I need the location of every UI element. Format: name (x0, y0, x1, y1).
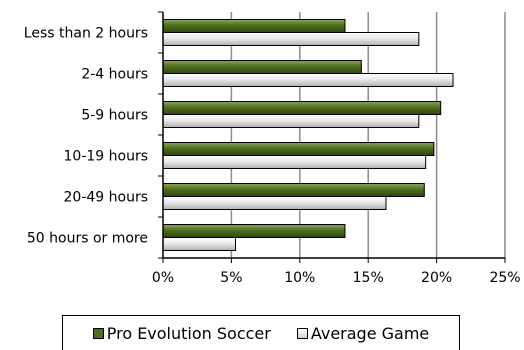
legend-swatch-average (296, 327, 308, 339)
bar-chart: 0% 5% 10% 15% 20% 25% Less than 2 hours 2-4 hou… (24, 11, 521, 286)
legend-item-average: Average Game (296, 323, 430, 343)
bar (162, 32, 420, 46)
x-tick-label: 10% (284, 270, 315, 286)
bar (162, 224, 346, 238)
bar (162, 155, 427, 169)
category-label: 50 hours or more (27, 231, 148, 247)
bar (162, 114, 420, 128)
category-label: 2-4 hours (81, 67, 148, 83)
legend-label-average: Average Game (310, 323, 430, 343)
bar (162, 73, 454, 87)
x-tick-label: 0% (152, 270, 174, 286)
x-tick-label: 15% (353, 270, 384, 286)
bar (162, 19, 346, 33)
bar (162, 60, 362, 74)
legend-item-pes: Pro Evolution Soccer (92, 323, 271, 343)
bar (162, 196, 387, 210)
bar (162, 237, 237, 251)
x-tick-label: 20% (421, 270, 452, 286)
bar (162, 183, 425, 197)
bar (162, 142, 435, 156)
legend-label-pes: Pro Evolution Soccer (106, 323, 271, 343)
category-label: 20-49 hours (64, 190, 149, 206)
legend-swatch-pes (92, 327, 104, 339)
x-tick-label: 25% (489, 270, 520, 286)
category-label: 5-9 hours (81, 108, 148, 124)
bar (162, 101, 442, 115)
category-label: 10-19 hours (64, 149, 149, 165)
chart-legend: Pro Evolution Soccer Average Game (62, 315, 460, 350)
x-tick-label: 5% (220, 270, 242, 286)
category-label: Less than 2 hours (24, 26, 148, 42)
